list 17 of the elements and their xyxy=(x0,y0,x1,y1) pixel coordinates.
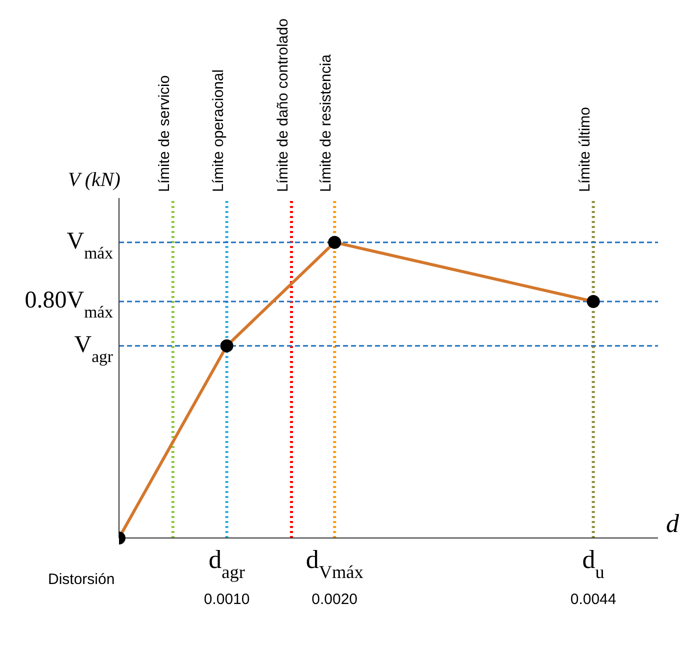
x-axis-title: d xyxy=(666,509,680,538)
y-axis-title: V (kN) xyxy=(68,169,121,191)
text: d$_{agr}$ xyxy=(208,545,245,582)
ref-line-label: Límite de servicio xyxy=(156,75,173,192)
x-tick-label: 0.0010 xyxy=(204,591,250,608)
x-tick-label: 0.0044 xyxy=(570,591,616,608)
text: Distorsión xyxy=(48,571,115,588)
x-tick-label: 0.0020 xyxy=(312,591,358,608)
text: d$_{Vmáx}$ xyxy=(306,545,364,582)
ref-line-label: V$_{máx}$ xyxy=(66,228,114,262)
text: d$_{u}$ xyxy=(582,545,604,582)
ref-line-label: Límite de resistencia xyxy=(318,54,335,192)
ref-line-label: 0.80V$_{máx}$ xyxy=(24,287,114,321)
ref-line-label: Límite de daño controlado xyxy=(274,18,292,192)
ref-line-label: Límite operacional xyxy=(210,69,227,192)
ref-line-label: Límite último xyxy=(576,106,594,192)
ref-line-label: V$_{agr}$ xyxy=(74,332,114,366)
